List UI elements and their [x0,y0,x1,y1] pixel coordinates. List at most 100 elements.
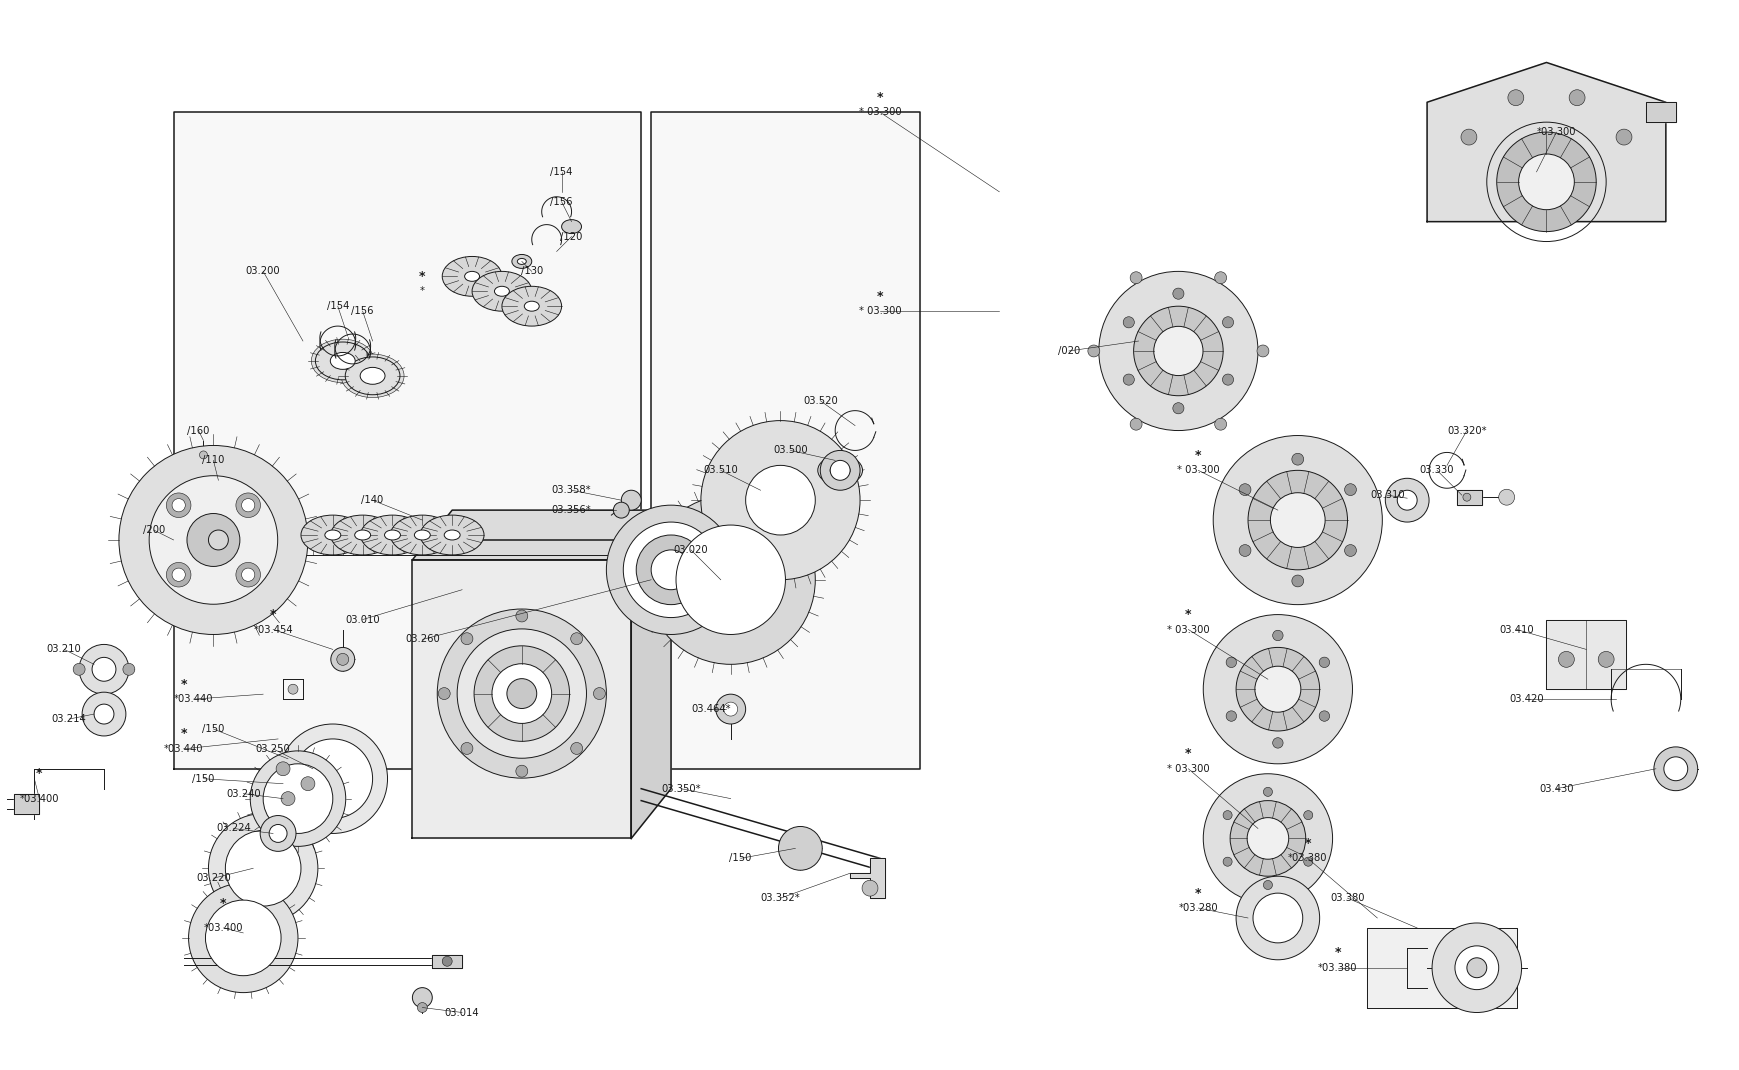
Circle shape [270,825,287,842]
Text: *: * [419,270,426,282]
Circle shape [1134,306,1223,396]
Text: *: * [1184,747,1191,761]
Circle shape [1344,484,1356,495]
Text: /150: /150 [202,724,224,734]
Circle shape [209,530,228,550]
Ellipse shape [390,515,454,555]
Text: 03.358*: 03.358* [551,485,591,495]
Polygon shape [650,112,920,768]
Text: /150: /150 [193,774,214,783]
Text: 03.410: 03.410 [1499,625,1534,635]
Circle shape [1123,317,1134,327]
Circle shape [515,610,527,622]
Circle shape [1214,272,1226,284]
Text: *03.454: *03.454 [254,625,292,635]
Circle shape [92,657,117,682]
Circle shape [777,826,823,870]
Text: 03.352*: 03.352* [760,893,800,903]
Circle shape [676,525,784,635]
Ellipse shape [562,219,581,233]
Polygon shape [1367,928,1516,1008]
Circle shape [278,724,388,834]
Circle shape [200,450,207,459]
Text: 03.464*: 03.464* [690,704,730,714]
Ellipse shape [443,530,459,540]
Text: *: * [181,677,186,691]
Circle shape [1518,154,1574,210]
Text: * 03.300: * 03.300 [857,107,901,118]
Ellipse shape [494,287,510,296]
Text: /154: /154 [327,301,350,311]
Circle shape [1087,345,1099,357]
Circle shape [209,813,318,923]
Ellipse shape [421,515,483,555]
Circle shape [1097,272,1257,430]
Circle shape [506,678,536,708]
Ellipse shape [360,367,384,384]
Text: *: * [270,608,277,621]
Text: 03.260: 03.260 [405,635,440,644]
Circle shape [1247,471,1346,570]
Circle shape [645,495,816,664]
Text: * 03.300: * 03.300 [1167,764,1209,774]
Text: 03.014: 03.014 [445,1008,480,1018]
Text: * 03.300: * 03.300 [857,306,901,316]
Circle shape [1223,857,1231,867]
Circle shape [73,663,85,675]
Circle shape [261,815,296,852]
Circle shape [1290,575,1303,586]
Text: 03.420: 03.420 [1508,694,1542,704]
Circle shape [417,1003,428,1012]
Circle shape [1256,345,1268,357]
Ellipse shape [330,515,395,555]
Text: 03.500: 03.500 [772,445,807,456]
Circle shape [1130,418,1141,430]
Circle shape [1344,545,1356,556]
Text: 03.350*: 03.350* [661,783,701,794]
Circle shape [861,881,878,896]
Circle shape [605,505,736,635]
Circle shape [172,499,184,511]
Text: *: * [876,290,883,303]
Circle shape [1235,647,1318,731]
Circle shape [118,445,308,635]
Circle shape [1271,630,1282,641]
Text: *03.440: *03.440 [174,694,214,704]
Ellipse shape [301,515,365,555]
Circle shape [1654,747,1697,791]
Text: /120: /120 [560,231,583,242]
Text: *: * [181,728,186,740]
Circle shape [1616,129,1631,146]
Text: /130: /130 [520,266,543,276]
Text: *: * [1195,887,1202,900]
Polygon shape [850,858,885,898]
Circle shape [1396,490,1416,510]
Circle shape [457,629,586,759]
Ellipse shape [516,259,525,264]
Text: 03.020: 03.020 [673,545,708,555]
Circle shape [1203,614,1351,764]
Circle shape [1226,710,1236,721]
Circle shape [1252,893,1303,943]
Polygon shape [431,954,463,967]
Text: 03.356*: 03.356* [551,505,591,515]
Text: * 03.300: * 03.300 [1176,465,1219,475]
Text: 03.310: 03.310 [1369,490,1403,500]
Text: /200: /200 [143,525,165,535]
Circle shape [250,751,346,846]
Ellipse shape [311,339,374,383]
Text: 03.330: 03.330 [1419,465,1454,475]
Circle shape [167,563,191,587]
Circle shape [1212,435,1381,605]
Circle shape [263,764,332,834]
Circle shape [1263,788,1271,796]
Circle shape [715,694,746,724]
Circle shape [636,535,706,605]
Circle shape [205,900,282,976]
Circle shape [1318,710,1329,721]
Ellipse shape [501,287,562,326]
Circle shape [226,830,301,906]
Circle shape [570,743,583,754]
Text: 03.430: 03.430 [1539,783,1572,794]
Text: *03.280: *03.280 [1177,903,1217,913]
